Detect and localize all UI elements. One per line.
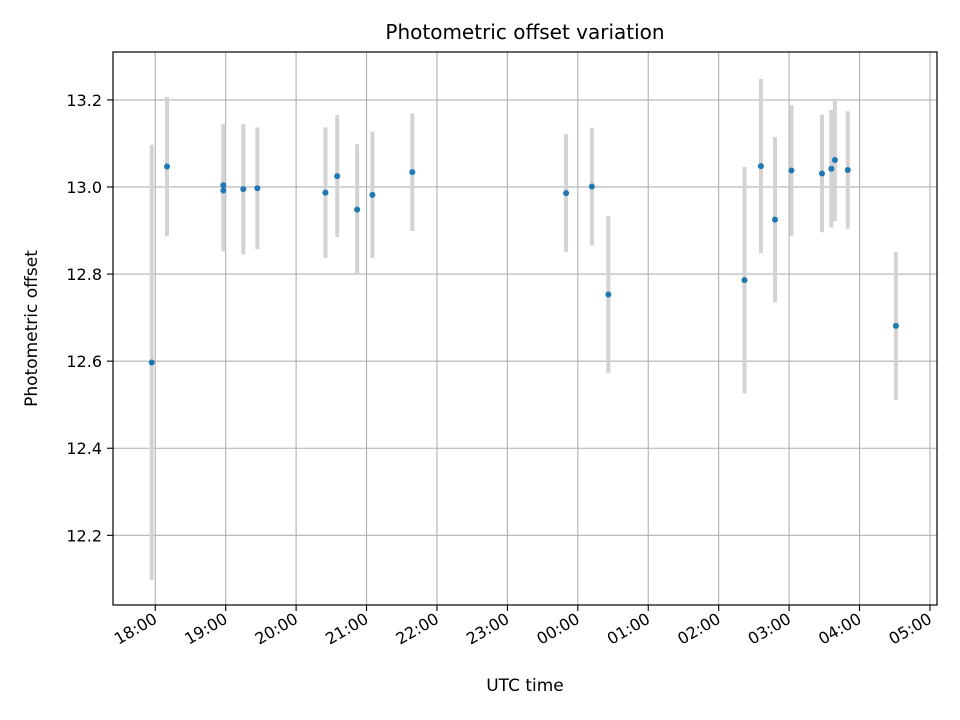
data-point: [163, 163, 170, 170]
data-point: [605, 291, 612, 298]
x-tick-label: 00:00: [533, 609, 582, 649]
data-point: [334, 173, 341, 180]
x-tick-label: 01:00: [604, 609, 653, 649]
data-point: [369, 191, 376, 198]
x-tick-label: 23:00: [463, 609, 512, 649]
y-tick-label: 12.8: [66, 265, 102, 284]
grid-layer: [113, 52, 937, 605]
x-tick-label: 18:00: [111, 609, 160, 649]
data-point: [788, 167, 795, 174]
point-layer: [148, 156, 899, 366]
y-axis-title: Photometric offset: [22, 250, 42, 407]
data-point: [409, 169, 416, 176]
x-tick-label: 04:00: [815, 609, 864, 649]
errorbar-layer: [149, 78, 898, 581]
x-axis-title: UTC time: [486, 676, 564, 696]
x-tick-label: 19:00: [181, 609, 230, 649]
plot-frame: [112, 51, 938, 606]
data-point: [148, 359, 155, 366]
data-point: [844, 167, 851, 174]
data-point: [757, 163, 764, 170]
data-point: [220, 187, 227, 194]
y-tick-label: 13.2: [66, 91, 102, 110]
data-point: [741, 277, 748, 284]
data-point: [831, 156, 838, 163]
data-point: [563, 190, 570, 197]
data-point: [772, 216, 779, 223]
data-point: [240, 186, 247, 193]
x-tick-label: 02:00: [674, 609, 723, 649]
x-tick-label: 03:00: [745, 609, 794, 649]
data-point: [354, 206, 361, 213]
y-tick-label: 12.2: [66, 526, 102, 545]
data-point: [254, 185, 261, 192]
y-tick-label: 12.4: [66, 439, 102, 458]
y-tick-label: 12.6: [66, 352, 102, 371]
data-point: [892, 322, 899, 329]
x-tick-label: 21:00: [322, 609, 371, 649]
data-point: [588, 183, 595, 190]
data-point: [818, 170, 825, 177]
x-tick-label: 20:00: [252, 609, 301, 649]
data-point: [220, 182, 227, 189]
chart-title: Photometric offset variation: [385, 20, 664, 44]
data-point: [322, 189, 329, 196]
tick-layer: 12.2 12.4 12.6 12.8 13.0 13.2 18:00 19:00 20:00 2…: [66, 91, 935, 649]
data-point: [828, 165, 835, 172]
x-tick-label: 05:00: [886, 609, 935, 649]
y-tick-label: 13.0: [66, 178, 102, 197]
x-tick-label: 22:00: [393, 609, 442, 649]
